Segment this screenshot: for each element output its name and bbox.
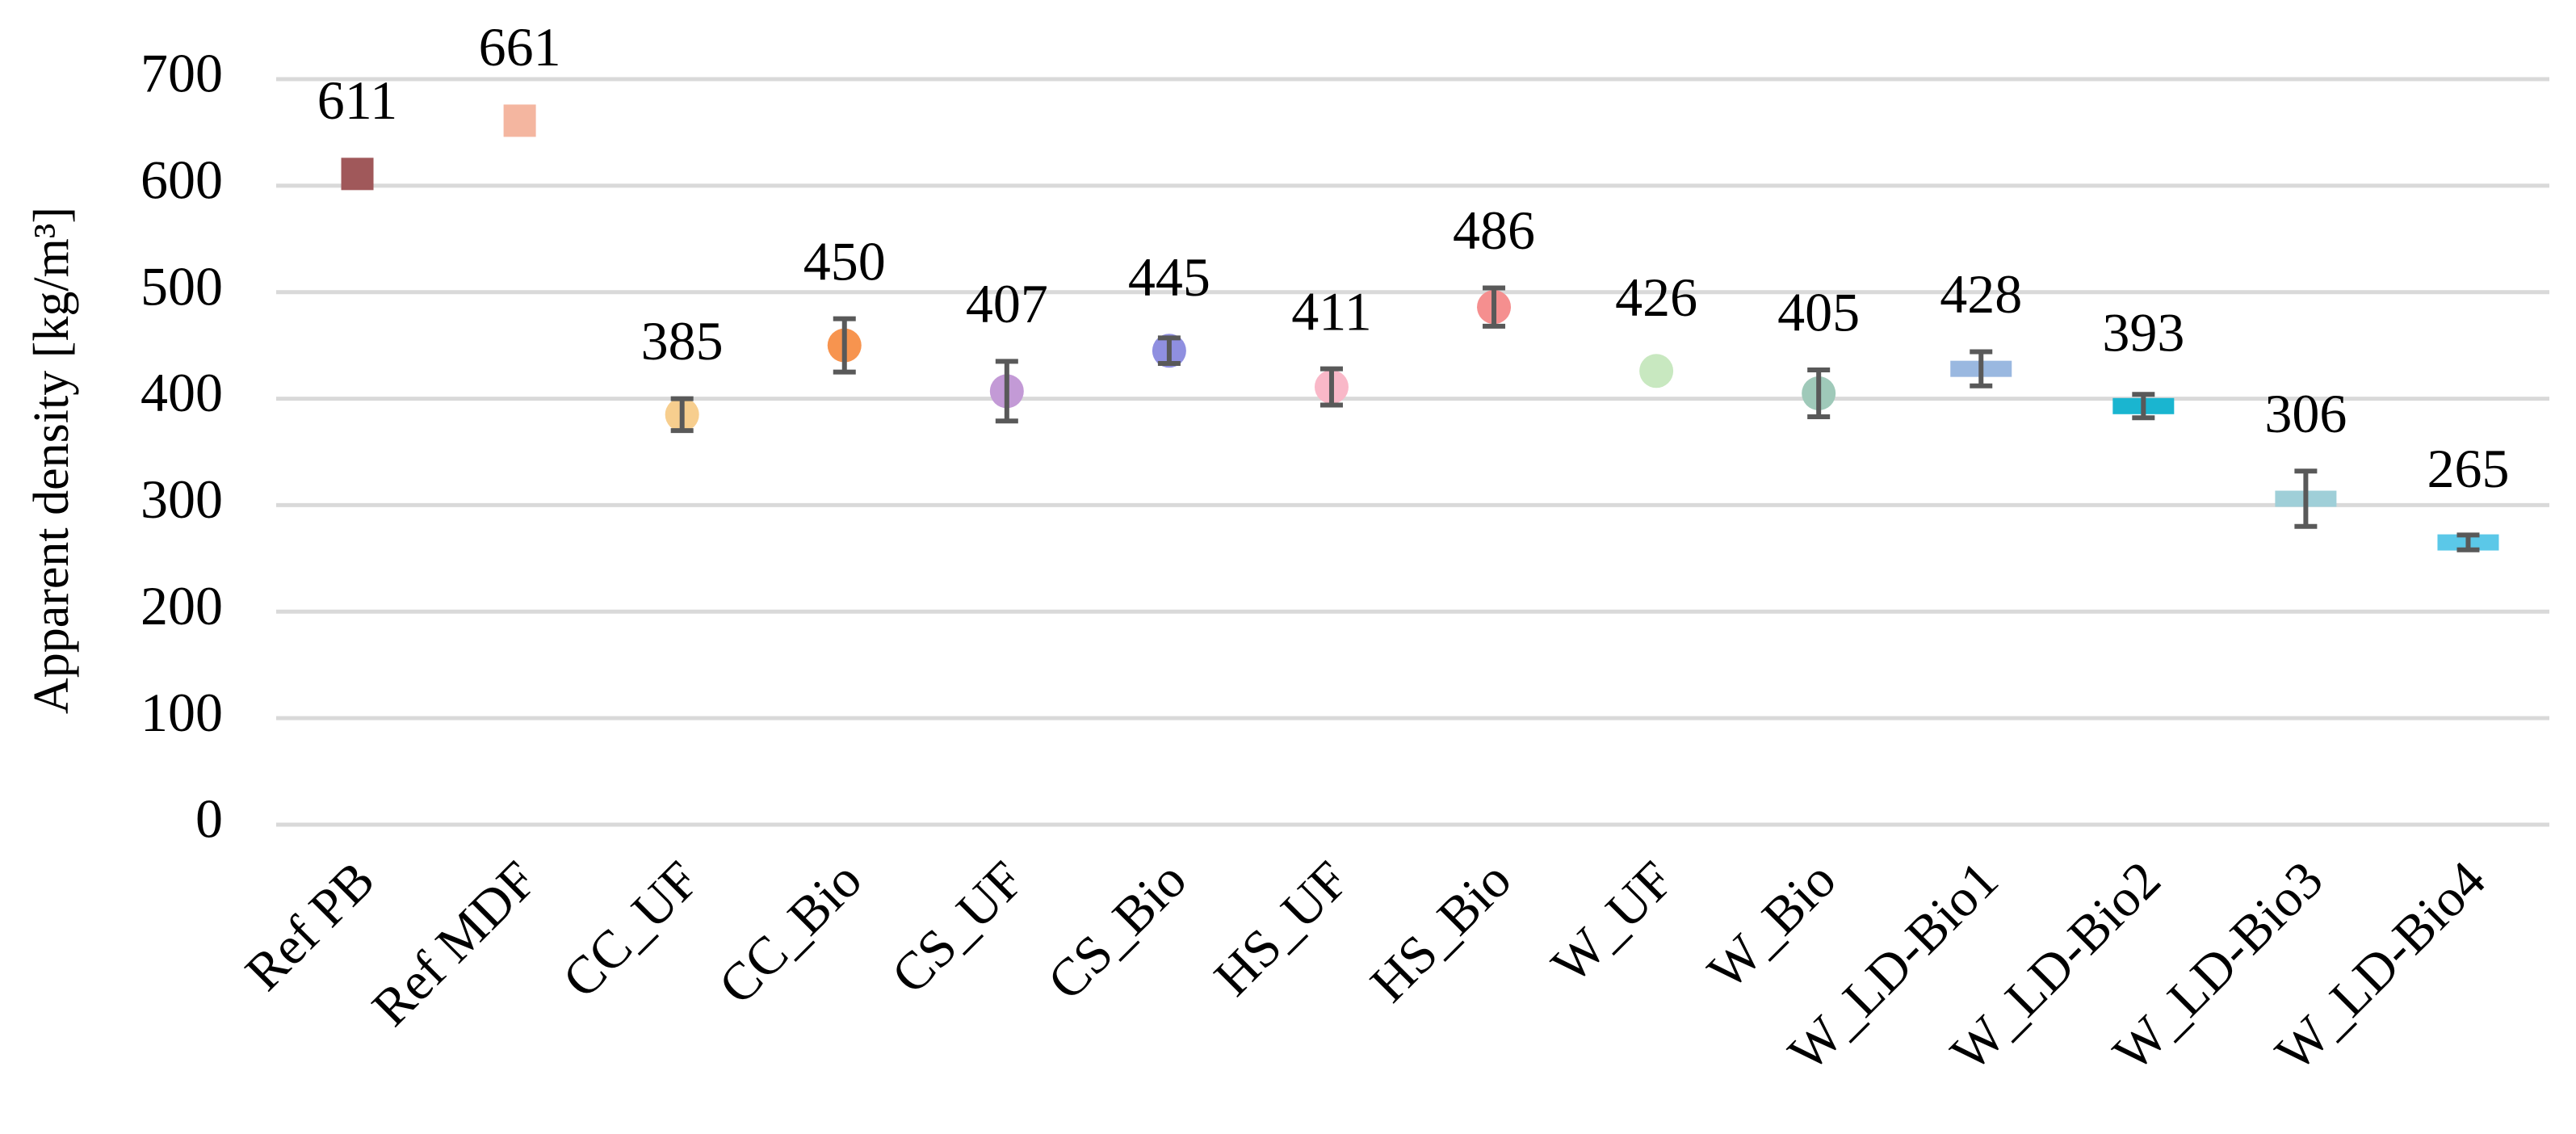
- data-label: 405: [1777, 282, 1860, 343]
- x-tick-label: Ref MDF: [361, 850, 548, 1038]
- y-tick-label: 300: [141, 468, 223, 530]
- data-label: 611: [317, 69, 397, 131]
- error-bar: [670, 396, 694, 434]
- error-bar: [1970, 349, 1993, 388]
- x-tick-label: CC_UF: [552, 850, 711, 1010]
- error-bar: [833, 316, 856, 375]
- x-tick-label: CS_Bio: [1037, 850, 1198, 1011]
- data-label: 411: [1291, 280, 1371, 342]
- data-label: 306: [2264, 383, 2347, 444]
- error-bar: [1319, 366, 1343, 408]
- y-axis-title: Apparent density [kg/m³]: [24, 207, 79, 714]
- error-bar: [2132, 392, 2155, 421]
- error-bar: [1807, 367, 1831, 419]
- x-tick-label: Ref PB: [234, 850, 386, 1002]
- marker: [341, 158, 374, 191]
- x-tick-label: CC_Bio: [707, 850, 873, 1016]
- error-bar: [1157, 335, 1181, 367]
- marker: [1639, 354, 1674, 388]
- marker: [503, 104, 536, 137]
- y-tick-label: 400: [141, 362, 223, 423]
- error-bar: [995, 359, 1018, 424]
- error-bar: [1483, 285, 1506, 329]
- data-label: 426: [1615, 267, 1697, 328]
- x-tick-label: W_UF: [1541, 850, 1685, 995]
- data-label: 265: [2427, 438, 2509, 499]
- data-label: 486: [1453, 200, 1535, 261]
- x-tick-label: W_Bio: [1697, 850, 1847, 1001]
- x-tick-label: HS_UF: [1203, 850, 1360, 1007]
- data-label: 407: [966, 273, 1048, 334]
- data-label: 445: [1128, 246, 1210, 308]
- y-tick-label: 500: [141, 255, 223, 317]
- y-tick-label: 100: [141, 682, 223, 743]
- error-bar: [2294, 468, 2318, 529]
- x-tick-label: HS_Bio: [1359, 850, 1522, 1014]
- data-label: 428: [1940, 263, 2022, 325]
- y-tick-label: 700: [141, 43, 223, 104]
- x-tick-label: CS_UF: [880, 850, 1035, 1006]
- data-label: 385: [641, 310, 724, 372]
- error-bar: [2456, 532, 2480, 552]
- y-tick-label: 600: [141, 149, 223, 210]
- data-label: 450: [803, 230, 886, 292]
- data-label: 661: [479, 16, 561, 78]
- y-tick-label: 0: [195, 788, 223, 850]
- y-tick-label: 200: [141, 575, 223, 636]
- data-label: 393: [2102, 301, 2184, 363]
